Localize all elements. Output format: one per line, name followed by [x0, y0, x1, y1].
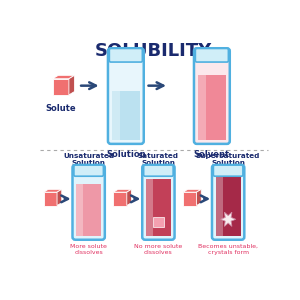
Polygon shape: [196, 189, 201, 206]
Text: Saturated
Solution: Saturated Solution: [138, 153, 179, 166]
Polygon shape: [113, 189, 131, 192]
FancyBboxPatch shape: [109, 49, 142, 62]
Text: Supersaturated
Solution: Supersaturated Solution: [196, 153, 260, 166]
Bar: [216, 177, 223, 236]
FancyBboxPatch shape: [194, 48, 230, 144]
Bar: [198, 75, 206, 140]
Bar: [146, 179, 171, 236]
Text: More solute
dissolves: More solute dissolves: [70, 244, 107, 255]
Polygon shape: [44, 192, 57, 206]
Polygon shape: [52, 75, 75, 79]
Text: Solute: Solute: [45, 104, 76, 113]
Polygon shape: [183, 189, 201, 192]
FancyBboxPatch shape: [212, 165, 244, 240]
Bar: [76, 184, 101, 236]
Bar: [76, 184, 83, 236]
Bar: [146, 179, 153, 236]
Polygon shape: [183, 192, 196, 206]
Text: No more solute
dissolves: No more solute dissolves: [134, 244, 182, 255]
FancyBboxPatch shape: [73, 165, 105, 240]
FancyBboxPatch shape: [108, 48, 144, 144]
Text: SOLUBILITY: SOLUBILITY: [95, 42, 212, 60]
Text: Solution: Solution: [106, 150, 146, 159]
FancyBboxPatch shape: [195, 49, 228, 62]
Polygon shape: [113, 192, 127, 206]
Text: Unsaturated
Solution: Unsaturated Solution: [63, 153, 114, 166]
Text: Solvent: Solvent: [194, 150, 230, 159]
Text: Becomes unstable,
crystals form: Becomes unstable, crystals form: [198, 244, 258, 255]
FancyBboxPatch shape: [144, 165, 173, 176]
Polygon shape: [69, 75, 75, 95]
Polygon shape: [127, 189, 131, 206]
Bar: [198, 75, 226, 140]
FancyBboxPatch shape: [142, 165, 175, 240]
Bar: [216, 177, 241, 236]
FancyBboxPatch shape: [213, 165, 243, 176]
Polygon shape: [57, 189, 62, 206]
Polygon shape: [44, 189, 62, 192]
Bar: [112, 91, 140, 140]
Polygon shape: [52, 79, 69, 95]
Bar: [112, 91, 120, 140]
Polygon shape: [153, 217, 164, 227]
FancyBboxPatch shape: [74, 165, 103, 176]
Polygon shape: [221, 212, 236, 226]
